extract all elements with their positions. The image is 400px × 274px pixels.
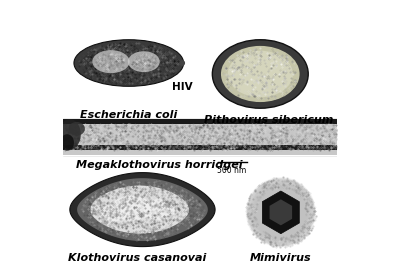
Text: Pithovirus sibericum: Pithovirus sibericum (204, 115, 333, 125)
Ellipse shape (59, 119, 81, 149)
Text: Megaklothovirus horridgei: Megaklothovirus horridgei (76, 160, 242, 170)
Ellipse shape (221, 46, 300, 102)
Polygon shape (77, 178, 208, 241)
Ellipse shape (101, 204, 129, 221)
Text: Escherichia coli: Escherichia coli (80, 110, 178, 119)
Ellipse shape (128, 51, 160, 72)
Ellipse shape (247, 179, 315, 246)
Ellipse shape (228, 51, 293, 97)
Ellipse shape (250, 181, 312, 244)
Text: Klothovirus casanovai: Klothovirus casanovai (68, 253, 206, 263)
Ellipse shape (74, 40, 184, 86)
Ellipse shape (254, 185, 308, 240)
Ellipse shape (254, 186, 308, 239)
Bar (63, 119, 337, 124)
Ellipse shape (249, 181, 313, 244)
Text: Mimivirus: Mimivirus (250, 253, 312, 263)
Circle shape (180, 61, 184, 65)
Ellipse shape (248, 179, 314, 246)
Ellipse shape (252, 184, 310, 241)
Polygon shape (90, 185, 189, 234)
Ellipse shape (252, 183, 310, 242)
Ellipse shape (212, 40, 308, 108)
Ellipse shape (253, 184, 309, 240)
Ellipse shape (111, 196, 152, 221)
Ellipse shape (68, 122, 85, 136)
Ellipse shape (251, 182, 311, 242)
Bar (63, 145, 337, 150)
Text: 500 nm: 500 nm (218, 166, 247, 175)
Ellipse shape (246, 177, 316, 247)
Ellipse shape (92, 50, 130, 73)
Ellipse shape (252, 184, 310, 241)
Ellipse shape (142, 199, 175, 220)
Ellipse shape (248, 180, 313, 245)
Ellipse shape (250, 182, 312, 243)
Polygon shape (70, 173, 215, 247)
Bar (63, 119, 337, 155)
Text: HIV: HIV (172, 82, 192, 92)
Ellipse shape (255, 186, 307, 238)
Ellipse shape (247, 179, 315, 246)
Ellipse shape (246, 178, 315, 247)
Ellipse shape (60, 134, 74, 151)
Polygon shape (262, 191, 299, 234)
Polygon shape (270, 199, 292, 225)
